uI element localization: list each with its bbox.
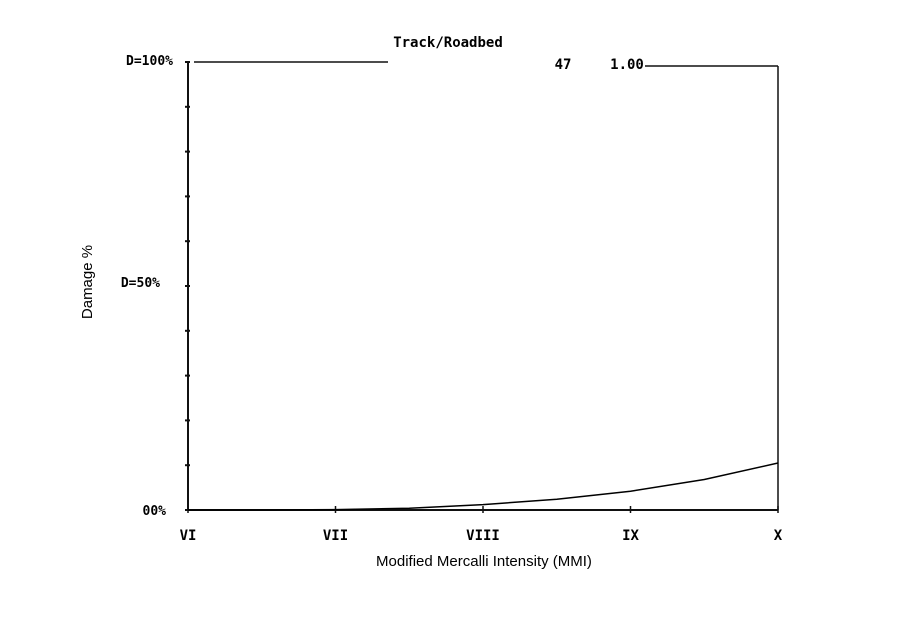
y-tick-label-0: 00% [143, 504, 167, 519]
damage-curve-line [188, 462, 779, 511]
series-group [188, 462, 779, 511]
x-tick-label: VIII [466, 528, 500, 544]
x-axis-tick-labels: VI VII VIII IX X [180, 528, 783, 544]
x-tick-label: VII [323, 528, 348, 544]
factor-label: 1.00 [610, 57, 644, 73]
y-axis-label: Damage % [79, 245, 96, 319]
y-tick-label-100: D=100% [126, 54, 173, 69]
plot-frame [187, 61, 779, 511]
x-tick-label: IX [622, 528, 639, 544]
facility-class-label: 47 [555, 57, 572, 73]
x-axis-label: Modified Mercalli Intensity (MMI) [376, 553, 592, 570]
chart-title: Track/Roadbed [393, 35, 503, 51]
y-tick-label-50: D=50% [121, 276, 160, 291]
x-tick-label: VI [180, 528, 197, 544]
x-tick-label: X [774, 528, 783, 544]
